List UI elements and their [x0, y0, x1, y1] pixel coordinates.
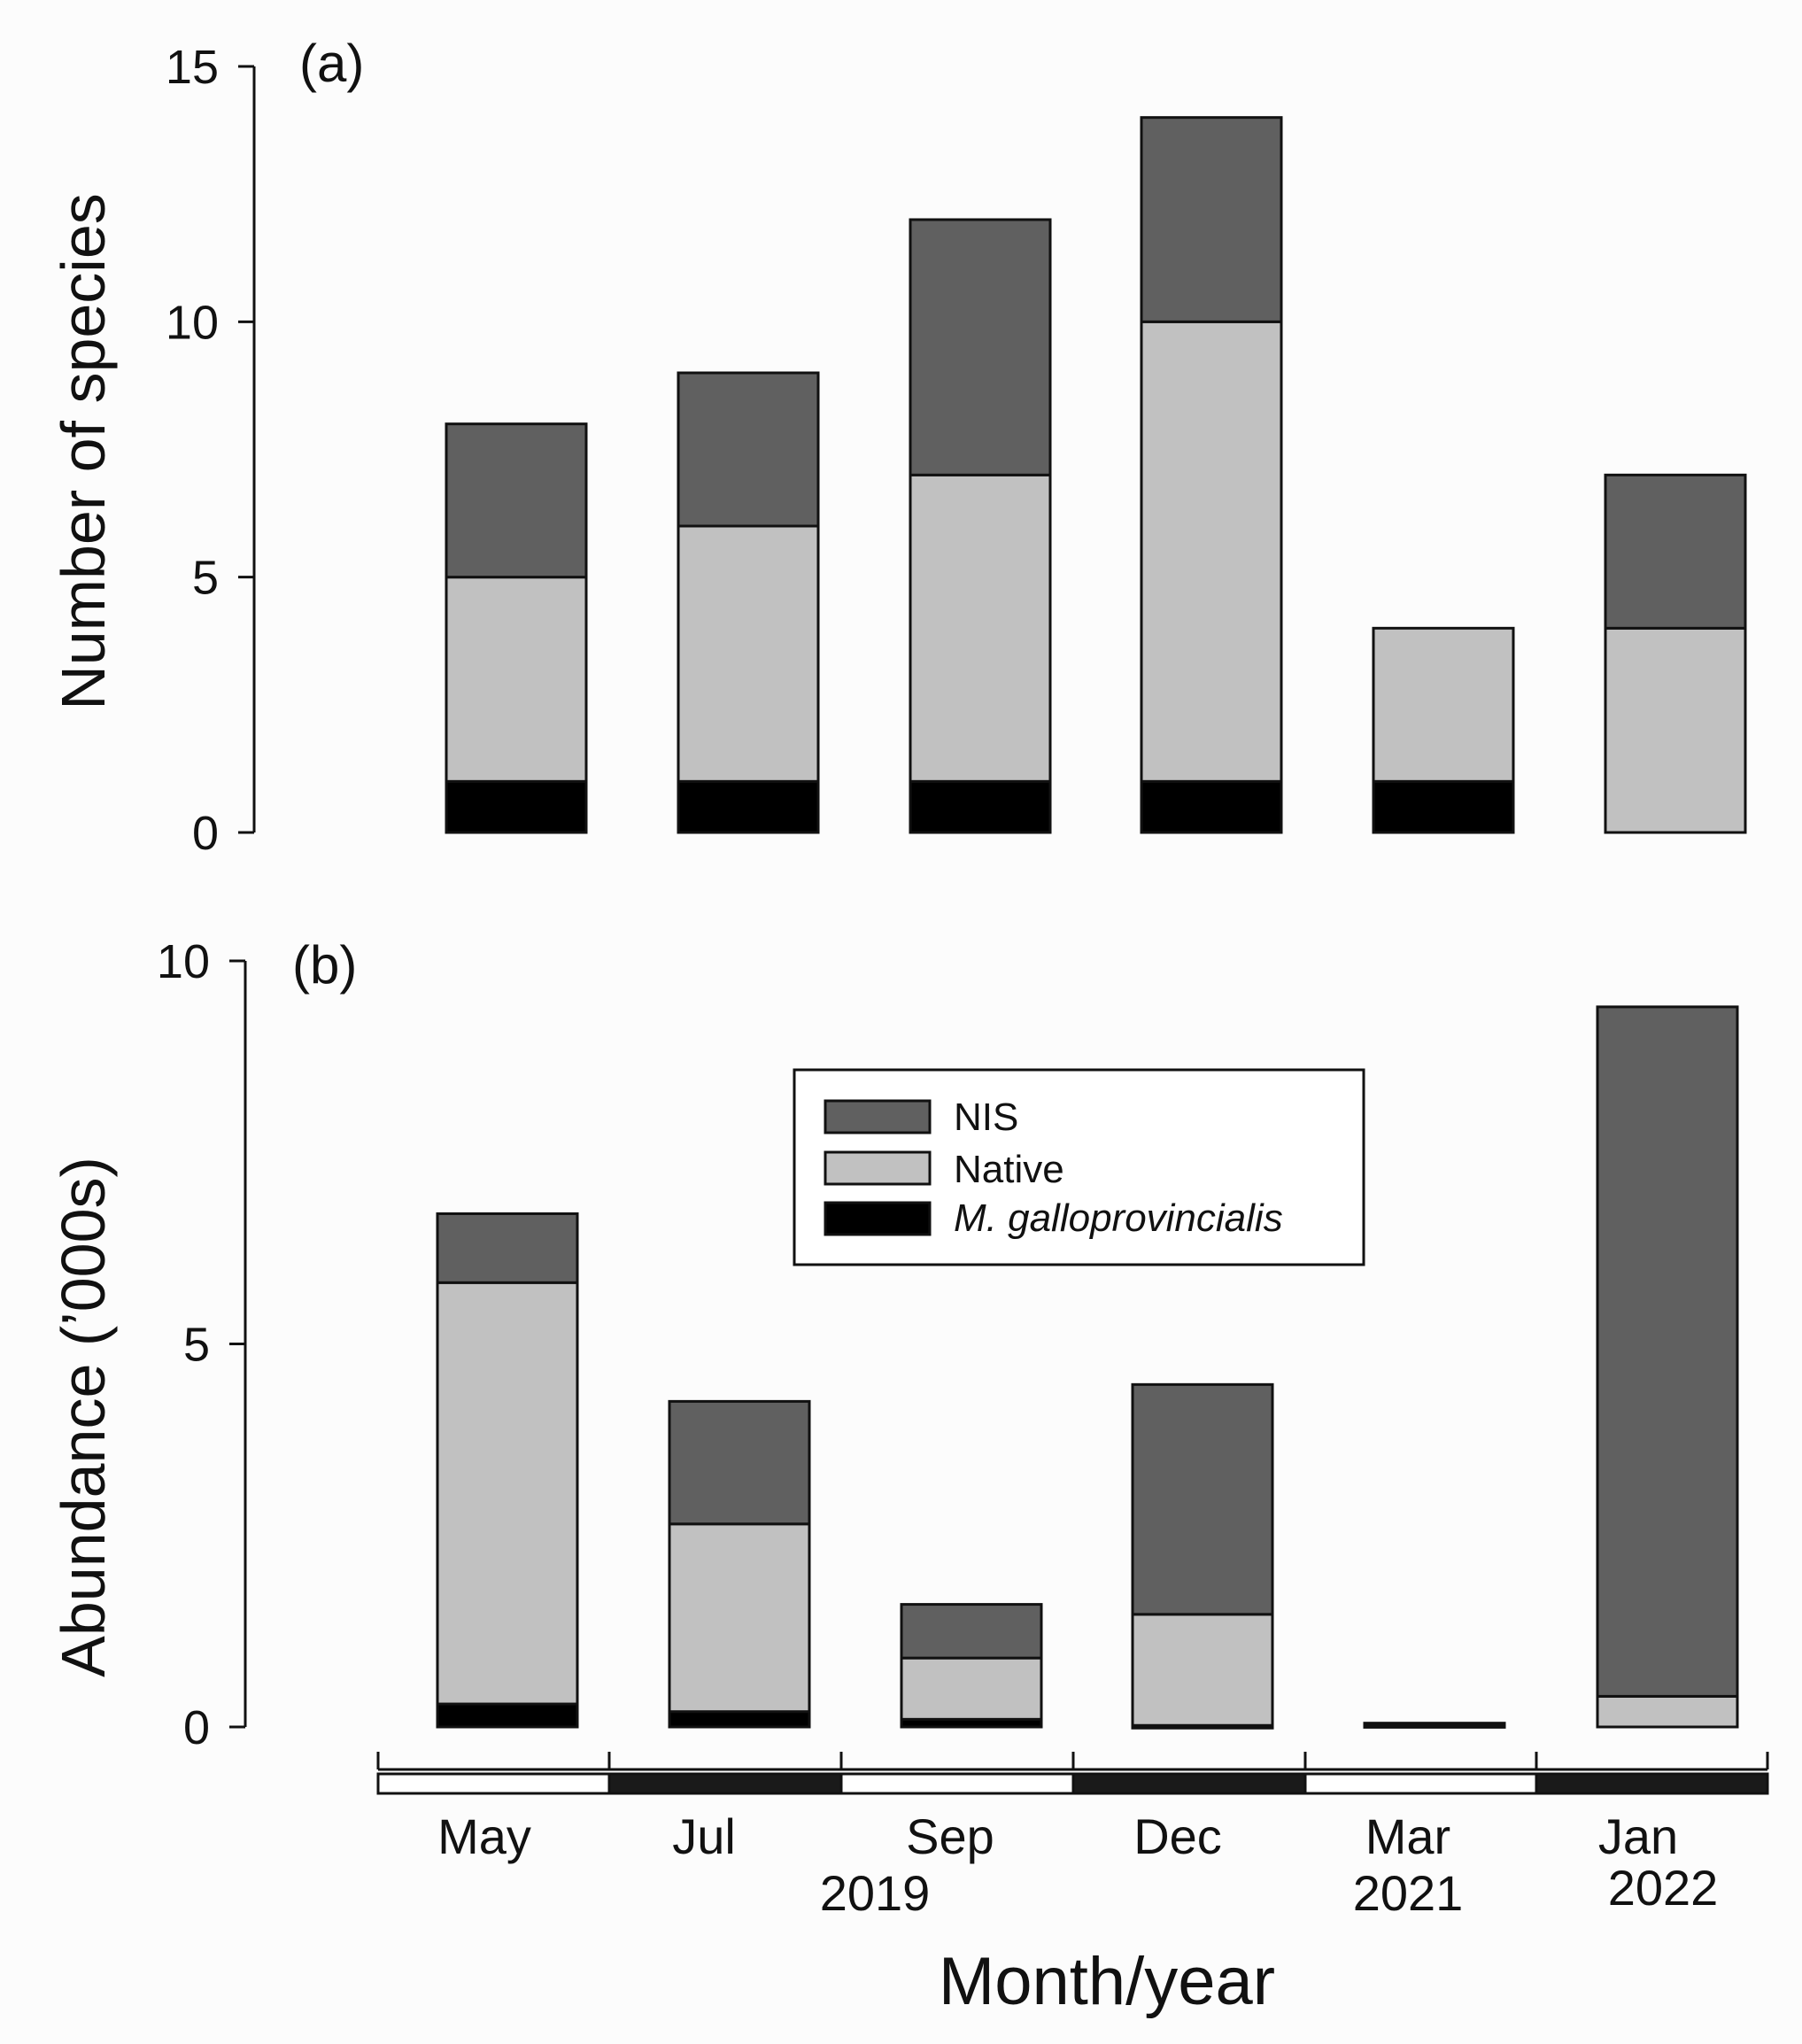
legend-label-mg: M. galloprovincialis [954, 1196, 1283, 1240]
legend-label-nis: NIS [954, 1096, 1018, 1139]
panel-b-bars [436, 1005, 1739, 1730]
panel-a-bar-dec-nis [1140, 116, 1283, 323]
panel-b: 0 5 10 (b) Abundance (’000s) NIS Native M.… [49, 935, 1739, 1754]
season-bar-segment-4 [1071, 1772, 1307, 1795]
panel-a-bar-jul-native [677, 524, 820, 783]
panel-a-bar-sep-mg [909, 779, 1052, 834]
legend: NIS Native M. galloprovincialis [793, 1068, 1365, 1266]
month-label-may: May [437, 1808, 531, 1864]
panel-b-y-tick-label: 10 [157, 935, 210, 988]
month-label-mar: Mar [1365, 1808, 1450, 1864]
panel-b-y-tick-label: 0 [183, 1701, 210, 1754]
month-labels: May Jul Sep Dec Mar Jan [437, 1808, 1678, 1864]
season-bar-segment-5 [1303, 1772, 1538, 1795]
panel-a-bar-jan-nis [1604, 473, 1747, 630]
panel-a-y-tick-label: 0 [192, 807, 219, 860]
panel-a-bar-jul-nis [677, 371, 820, 528]
panel-b-bar-jul-mg [668, 1710, 811, 1729]
panel-a-y-tick-label: 15 [166, 41, 219, 94]
season-bar [376, 1772, 1769, 1795]
legend-swatch-native [824, 1150, 932, 1186]
panel-b-bar-sep-native [900, 1656, 1043, 1721]
season-bar-segment-6 [1535, 1772, 1769, 1795]
panel-b-y-ticks: 0 5 10 [157, 935, 245, 1754]
panel-b-bar-may-native [436, 1281, 579, 1706]
panel-b-bar-dec-nis [1131, 1382, 1274, 1616]
panel-b-bar-jul-native [668, 1522, 811, 1714]
x-axis-title: Month/year [939, 1944, 1275, 2019]
panel-a-bar-may-mg [445, 779, 588, 834]
year-label-2022: 2022 [1608, 1860, 1719, 1916]
panel-a: 0 5 10 15 (a) Number of species [49, 34, 1747, 860]
year-label-2019: 2019 [820, 1865, 931, 1921]
panel-b-bar-jan-nis [1596, 1005, 1739, 1698]
panel-a-y-tick-label: 5 [192, 552, 219, 605]
x-axis: May Jul Sep Dec Mar Jan 2019 2021 2022 Month/… [376, 1752, 1769, 2019]
legend-swatch-mg [824, 1201, 932, 1236]
year-label-2021: 2021 [1353, 1865, 1464, 1921]
panel-b-y-tick-label: 5 [183, 1319, 210, 1372]
panel-a-bar-sep-nis [909, 218, 1052, 476]
season-bar-segment-1 [376, 1772, 611, 1795]
season-bar-segment-2 [607, 1772, 843, 1795]
panel-b-bar-mar-native [1363, 1722, 1506, 1728]
panel-b-bar-jan-native [1596, 1694, 1739, 1729]
month-label-dec: Dec [1133, 1808, 1222, 1864]
panel-b-bar-sep-nis [900, 1603, 1043, 1660]
panel-a-bar-may-nis [445, 422, 588, 579]
panel-a-bar-mar-mg [1372, 779, 1515, 834]
panel-b-y-axis-title: Abundance (’000s) [49, 1157, 118, 1677]
panel-a-bar-may-native [445, 576, 588, 783]
panel-a-bar-jul-mg [677, 779, 820, 834]
panel-b-bar-jul-nis [668, 1399, 811, 1526]
panel-a-y-axis-title: Number of species [49, 193, 118, 710]
panel-a-bar-dec-native [1140, 320, 1283, 783]
panel-a-y-tick-label: 10 [166, 296, 219, 349]
panel-a-bar-dec-mg [1140, 779, 1283, 834]
panel-a-bars [445, 116, 1747, 834]
panel-a-bar-jan-native [1604, 626, 1747, 834]
x-axis-ticks [376, 1752, 1769, 1769]
panel-a-bar-sep-native [909, 473, 1052, 783]
month-label-jan: Jan [1598, 1808, 1678, 1864]
panel-a-label: (a) [299, 34, 364, 93]
panel-a-y-ticks: 0 5 10 15 [166, 41, 254, 860]
season-bar-segment-3 [839, 1772, 1075, 1795]
month-label-jul: Jul [672, 1808, 736, 1864]
panel-a-bar-mar-native [1372, 626, 1515, 783]
panel-b-bar-dec-native [1131, 1613, 1274, 1727]
legend-label-native: Native [954, 1148, 1064, 1191]
panel-b-bar-may-nis [436, 1212, 579, 1284]
panel-b-bar-may-mg [436, 1702, 579, 1729]
panel-b-label: (b) [292, 935, 357, 995]
legend-swatch-nis [824, 1099, 932, 1134]
month-label-sep: Sep [906, 1808, 994, 1864]
